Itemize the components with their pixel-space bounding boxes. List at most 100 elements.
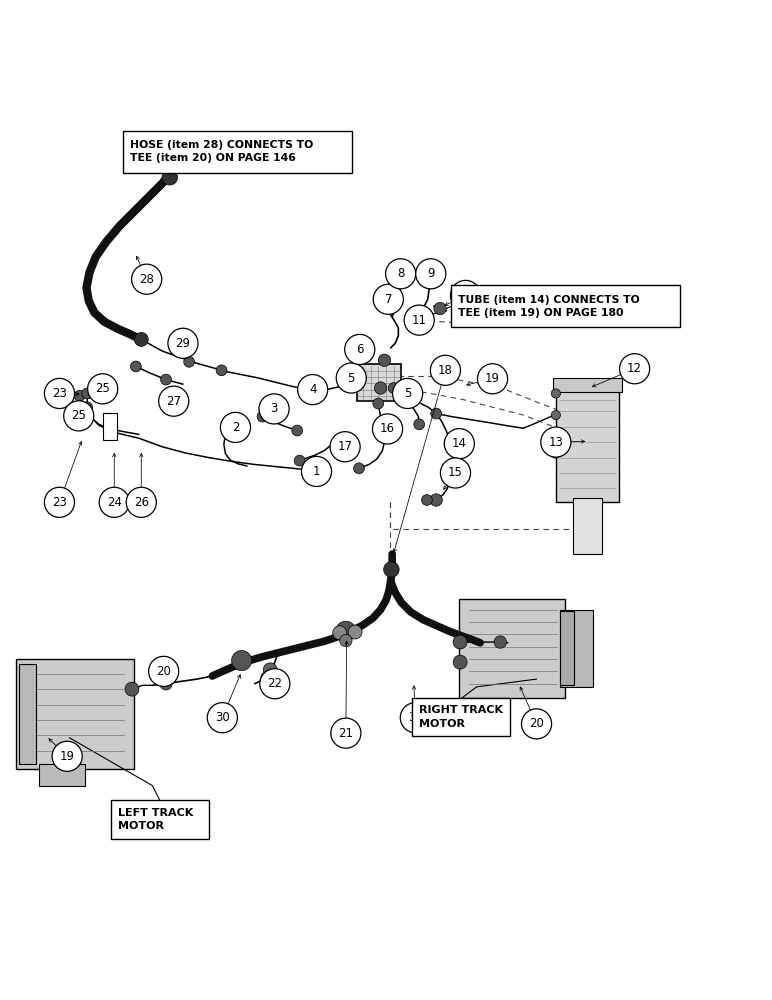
Circle shape: [184, 356, 195, 367]
Text: 20: 20: [529, 717, 544, 730]
Circle shape: [130, 361, 141, 372]
Circle shape: [453, 635, 467, 649]
Text: 25: 25: [71, 409, 86, 422]
Bar: [39, 764, 85, 786]
Text: 26: 26: [134, 496, 149, 509]
Circle shape: [373, 414, 403, 444]
Circle shape: [216, 365, 227, 376]
Text: 7: 7: [384, 293, 392, 306]
Circle shape: [521, 709, 551, 739]
FancyBboxPatch shape: [451, 285, 680, 327]
Text: LEFT TRACK
MOTOR: LEFT TRACK MOTOR: [118, 808, 193, 831]
FancyBboxPatch shape: [412, 698, 510, 736]
FancyBboxPatch shape: [111, 800, 209, 839]
Circle shape: [261, 672, 272, 683]
Circle shape: [160, 678, 172, 690]
Circle shape: [125, 682, 139, 696]
Circle shape: [430, 494, 442, 506]
Circle shape: [162, 170, 178, 185]
Circle shape: [373, 398, 384, 409]
Text: 8: 8: [397, 267, 405, 280]
Text: 10: 10: [458, 289, 473, 302]
Text: 25: 25: [95, 382, 110, 395]
Circle shape: [330, 432, 360, 462]
Circle shape: [541, 427, 571, 457]
Text: 29: 29: [175, 337, 191, 350]
Text: 21: 21: [338, 727, 354, 740]
Bar: [357, 364, 401, 401]
Text: 9: 9: [427, 267, 435, 280]
Text: 17: 17: [337, 440, 353, 453]
Circle shape: [340, 634, 352, 647]
Circle shape: [405, 305, 434, 335]
Circle shape: [434, 302, 446, 315]
Circle shape: [99, 487, 130, 517]
Bar: [560, 611, 574, 685]
Text: 15: 15: [448, 466, 463, 479]
Circle shape: [416, 259, 446, 289]
Circle shape: [82, 402, 93, 413]
Circle shape: [336, 621, 356, 641]
Bar: [19, 664, 36, 764]
Circle shape: [292, 425, 303, 436]
Circle shape: [331, 718, 361, 748]
Text: 11: 11: [411, 314, 427, 327]
Circle shape: [374, 284, 403, 314]
Text: 4: 4: [309, 383, 317, 396]
Text: HOSE (item 28) CONNECTS TO
TEE (item 20) ON PAGE 146: HOSE (item 28) CONNECTS TO TEE (item 20)…: [130, 140, 313, 163]
Circle shape: [333, 626, 347, 640]
Circle shape: [401, 703, 431, 733]
Circle shape: [414, 419, 425, 430]
Text: 23: 23: [52, 387, 67, 400]
Circle shape: [422, 275, 436, 288]
Circle shape: [294, 455, 305, 466]
Circle shape: [134, 332, 148, 346]
Circle shape: [551, 449, 560, 458]
Text: 18: 18: [438, 364, 453, 377]
FancyBboxPatch shape: [459, 599, 565, 698]
Text: 3: 3: [270, 402, 278, 415]
Circle shape: [378, 354, 391, 366]
Circle shape: [221, 412, 250, 442]
Circle shape: [259, 669, 290, 699]
Circle shape: [348, 625, 362, 639]
Circle shape: [477, 364, 508, 394]
Text: 24: 24: [107, 496, 122, 509]
Text: TUBE (item 14) CONNECTS TO
TEE (item 19) ON PAGE 180: TUBE (item 14) CONNECTS TO TEE (item 19)…: [458, 295, 639, 318]
Circle shape: [159, 386, 189, 416]
Circle shape: [52, 741, 83, 771]
Text: 19: 19: [485, 372, 500, 385]
Circle shape: [74, 406, 85, 417]
Circle shape: [551, 389, 560, 398]
Text: 1: 1: [313, 465, 320, 478]
Circle shape: [354, 463, 364, 474]
Circle shape: [422, 495, 432, 505]
Text: 23: 23: [52, 496, 67, 509]
Text: 12: 12: [627, 362, 642, 375]
Circle shape: [45, 487, 75, 517]
Text: 19: 19: [59, 750, 75, 763]
Bar: [573, 498, 602, 554]
Circle shape: [445, 429, 474, 459]
Text: 22: 22: [267, 677, 283, 690]
Circle shape: [207, 703, 238, 733]
Bar: [553, 378, 622, 392]
Circle shape: [301, 456, 331, 486]
Circle shape: [393, 378, 423, 409]
Text: 27: 27: [166, 395, 181, 408]
Text: 20: 20: [156, 665, 171, 678]
Circle shape: [393, 275, 407, 288]
Text: 16: 16: [380, 422, 395, 435]
FancyBboxPatch shape: [16, 659, 134, 769]
Circle shape: [45, 378, 75, 409]
Bar: [560, 610, 593, 687]
Circle shape: [168, 328, 198, 358]
Circle shape: [263, 663, 277, 677]
Circle shape: [337, 363, 366, 393]
Circle shape: [431, 408, 442, 419]
Circle shape: [148, 656, 178, 686]
Circle shape: [551, 410, 560, 420]
Circle shape: [298, 375, 327, 405]
Circle shape: [619, 354, 649, 384]
Circle shape: [161, 374, 171, 385]
